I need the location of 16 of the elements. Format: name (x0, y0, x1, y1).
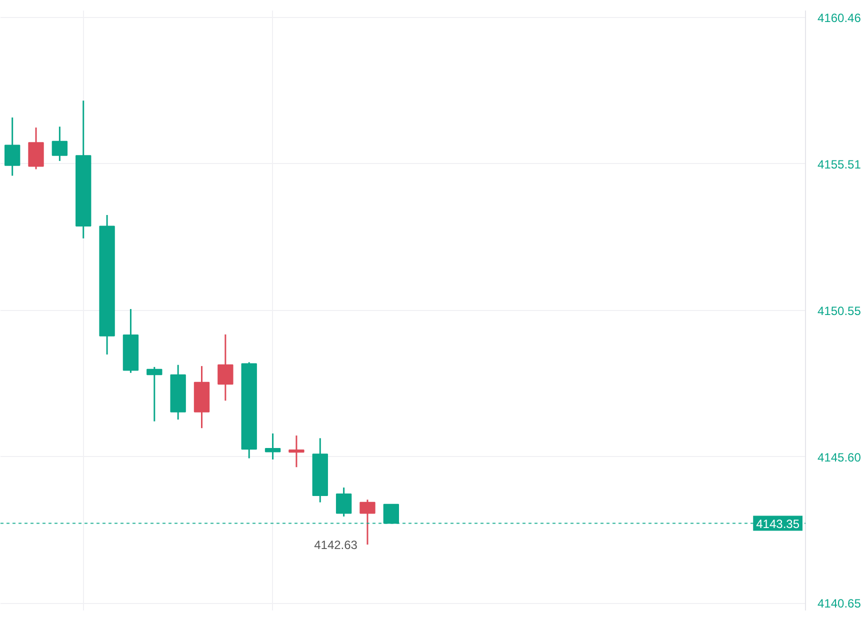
candlestick (146, 366, 162, 422)
y-tick-label: 4140.65 (818, 596, 862, 611)
annotation: 4142.63 (314, 538, 358, 552)
y-tick-label: 4145.60 (818, 450, 862, 464)
candlestick (28, 126, 44, 170)
y-tick-label: 4160.46 (818, 11, 862, 26)
candlestick (264, 432, 281, 460)
ref-line-label: 4143.35 (756, 516, 800, 531)
candlestick (336, 486, 352, 518)
candlestick (52, 126, 68, 162)
candlestick (218, 334, 234, 402)
y-tick-label: 4155.51 (818, 157, 862, 172)
candlestick (360, 498, 376, 546)
candlestick (288, 434, 304, 468)
candlestick (4, 116, 20, 176)
y-tick-label: 4150.55 (818, 304, 862, 318)
